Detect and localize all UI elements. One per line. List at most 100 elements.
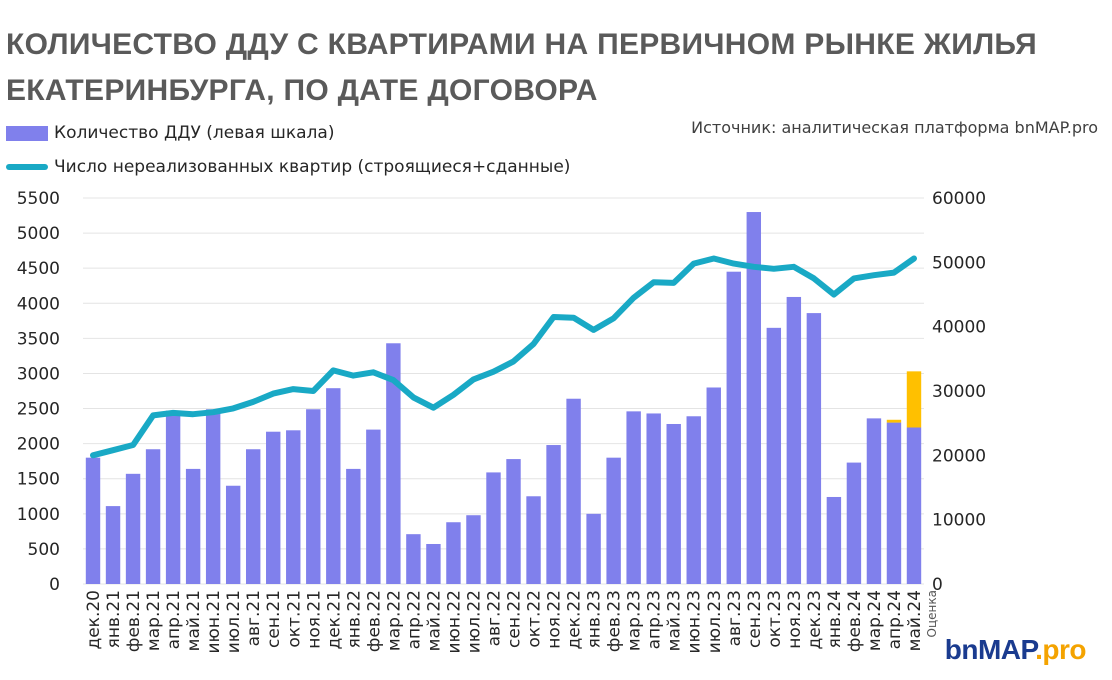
- legend-item-line: Число нереализованных квартир (строящиес…: [6, 150, 570, 184]
- left-axis-tick-label: 500: [28, 540, 60, 560]
- x-axis-tick-label: май.21: [184, 590, 204, 651]
- x-axis-tick-label: дек.23: [805, 590, 825, 650]
- x-axis-tick-label: янв.22: [344, 590, 364, 648]
- left-axis-tick-label: 5000: [17, 224, 60, 244]
- right-axis-tick-label: 10000: [932, 511, 986, 531]
- x-axis-tick-label: окт.21: [284, 590, 304, 648]
- x-axis-tick-label: окт.22: [525, 590, 545, 648]
- legend-item-bars: Количество ДДУ (левая шкала): [6, 116, 570, 150]
- bar: [346, 468, 361, 584]
- x-axis-tick-label: фев.23: [605, 590, 625, 652]
- bar: [326, 388, 341, 584]
- bar: [906, 427, 922, 584]
- x-axis-tick-label: сен.21: [264, 590, 284, 648]
- x-axis-tick-label: апр.22: [404, 590, 424, 649]
- bar: [446, 522, 461, 584]
- x-axis-tick-label: авг.21: [244, 590, 264, 646]
- bar: [606, 457, 621, 584]
- x-axis-tick-label: июн.23: [685, 590, 705, 654]
- brand-logo: bnMAP.pro: [944, 634, 1087, 665]
- chart-title: КОЛИЧЕСТВО ДДУ С КВАРТИРАМИ НА ПЕРВИЧНОМ…: [6, 28, 1037, 107]
- series-line: [90, 255, 917, 459]
- left-axis-tick-label: 1000: [17, 505, 60, 525]
- source-note: Источник: аналитическая платформа bnMAP.…: [691, 118, 1098, 137]
- x-axis-tick-label: дек.22: [565, 590, 585, 650]
- bar: [886, 422, 902, 584]
- x-axis-tick-label: мар.24: [865, 590, 885, 651]
- legend-line-swatch: [6, 164, 48, 170]
- x-axis-tick-label: авг.23: [725, 590, 745, 646]
- bar: [406, 534, 421, 584]
- right-axis-tick-label: 40000: [932, 318, 986, 338]
- left-axis-tick-label: 1500: [17, 470, 60, 490]
- x-axis-tick-label: дек.20: [84, 590, 104, 650]
- bar: [726, 271, 741, 584]
- right-axis-tick-label: 60000: [932, 189, 986, 209]
- left-axis-tick-label: 3000: [17, 364, 60, 384]
- bar: [686, 416, 701, 584]
- x-axis-tick-label: ноя.21: [304, 590, 324, 649]
- bar: [145, 449, 161, 584]
- bar: [266, 431, 281, 584]
- bar-estimate: [906, 371, 922, 428]
- bar: [185, 468, 201, 584]
- bar: [486, 472, 501, 584]
- legend-bar-swatch: [6, 125, 48, 141]
- x-axis-tick-label: июн.21: [204, 590, 224, 654]
- x-axis-tick-label: июл.22: [464, 590, 484, 653]
- legend: Количество ДДУ (левая шкала) Число нереа…: [6, 116, 570, 184]
- legend-bar-label: Количество ДДУ (левая шкала): [54, 123, 335, 143]
- bar: [746, 212, 762, 584]
- bar: [105, 506, 121, 584]
- left-axis-tick-label: 5500: [17, 189, 60, 209]
- left-axis-tick-label: 0: [49, 575, 60, 595]
- bar: [426, 543, 441, 584]
- bar: [366, 429, 381, 584]
- bar: [766, 327, 782, 584]
- bar: [85, 457, 101, 584]
- bar-estimate: [886, 419, 902, 423]
- bar: [806, 313, 822, 584]
- bar: [866, 418, 882, 584]
- x-axis-tick-label: апр.21: [164, 590, 184, 649]
- bar: [546, 445, 561, 584]
- x-axis-tick-label: мар.23: [625, 590, 645, 651]
- bar: [706, 387, 721, 584]
- bar: [286, 430, 301, 584]
- bar: [306, 409, 321, 584]
- bar: [826, 496, 842, 584]
- x-axis-tick-label: сен.23: [745, 590, 765, 648]
- bar: [506, 459, 521, 584]
- x-axis-tick-label: ноя.23: [785, 590, 805, 649]
- x-axis-tick-label: окт.23: [765, 590, 785, 648]
- bar: [666, 423, 681, 584]
- x-axis-tick-label: янв.21: [104, 590, 124, 648]
- x-axis-tick-label: фев.24: [845, 590, 865, 652]
- x-axis-tick-label: фев.22: [364, 590, 384, 652]
- x-axis-tick-label: июн.22: [444, 590, 464, 654]
- x-axis-tick-label: фев.21: [124, 590, 144, 652]
- x-axis-tick-label: сен.22: [505, 590, 525, 648]
- estimate-note: Оценка: [925, 590, 939, 637]
- bar: [566, 398, 581, 584]
- bar: [245, 449, 261, 584]
- x-axis-tick-label: янв.23: [585, 590, 605, 648]
- bar: [526, 496, 541, 584]
- x-axis-tick-label: апр.23: [645, 590, 665, 649]
- bar: [225, 485, 241, 584]
- x-axis-tick-label: дек.21: [324, 590, 344, 650]
- right-axis-tick-label: 30000: [932, 382, 986, 402]
- legend-line-label: Число нереализованных квартир (строящиес…: [54, 157, 571, 177]
- x-axis-tick-label: май.23: [665, 590, 685, 651]
- left-axis-tick-label: 4000: [17, 294, 60, 314]
- bar: [466, 515, 481, 584]
- bar: [205, 409, 221, 584]
- right-axis-tick-label: 20000: [932, 446, 986, 466]
- bar: [586, 513, 601, 584]
- x-axis-tick-label: май.22: [424, 590, 444, 651]
- bar: [846, 462, 862, 584]
- x-axis-tick-label: апр.24: [885, 590, 905, 649]
- x-axis-tick-label: ноя.22: [545, 590, 565, 649]
- x-axis-tick-label: июл.23: [705, 590, 725, 653]
- x-axis-tick-label: мар.22: [384, 590, 404, 651]
